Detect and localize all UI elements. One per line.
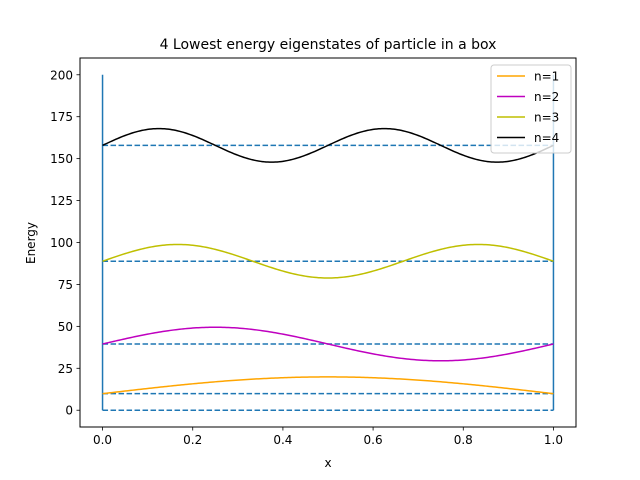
x-tick-label-2: 0.4 (273, 433, 292, 447)
legend: n=1 n=2 n=3 n=4 (490, 64, 572, 154)
series-line-n1 (102, 376, 554, 395)
x-tick-label-0: 0.0 (93, 433, 112, 447)
y-tick-label-3: 75 (58, 278, 73, 292)
series-line-n2 (102, 326, 554, 362)
y-tick-label-8: 200 (50, 68, 73, 82)
x-tick-label-1: 0.2 (183, 433, 202, 447)
legend-label-n4: n=4 (534, 131, 559, 145)
series-line-n3 (102, 243, 554, 279)
legend-label-n3: n=3 (534, 111, 559, 125)
x-axis-label: x (324, 456, 331, 470)
y-tick-label-7: 175 (50, 110, 73, 124)
x-tick-label-4: 0.8 (454, 433, 473, 447)
series-line-n4 (102, 127, 554, 163)
y-tick-label-2: 50 (58, 320, 73, 334)
y-tick-label-6: 150 (50, 152, 73, 166)
plot-area (101, 74, 555, 411)
legend-label-n1: n=1 (534, 70, 559, 84)
axis-ticks: 0.0 0.2 0.4 0.6 0.8 1.0 0 25 50 75 100 125 150 175 200 (50, 68, 563, 447)
legend-label-n2: n=2 (534, 90, 559, 104)
legend-box (490, 64, 572, 154)
x-tick-label-3: 0.6 (364, 433, 383, 447)
chart-title: 4 Lowest energy eigenstates of particle … (160, 37, 497, 53)
y-axis-label: Energy (24, 222, 38, 264)
y-tick-label-5: 125 (50, 194, 73, 208)
x-tick-label-5: 1.0 (544, 433, 563, 447)
y-tick-label-0: 0 (65, 404, 73, 418)
y-tick-label-1: 25 (58, 362, 73, 376)
y-tick-label-4: 100 (50, 236, 73, 250)
